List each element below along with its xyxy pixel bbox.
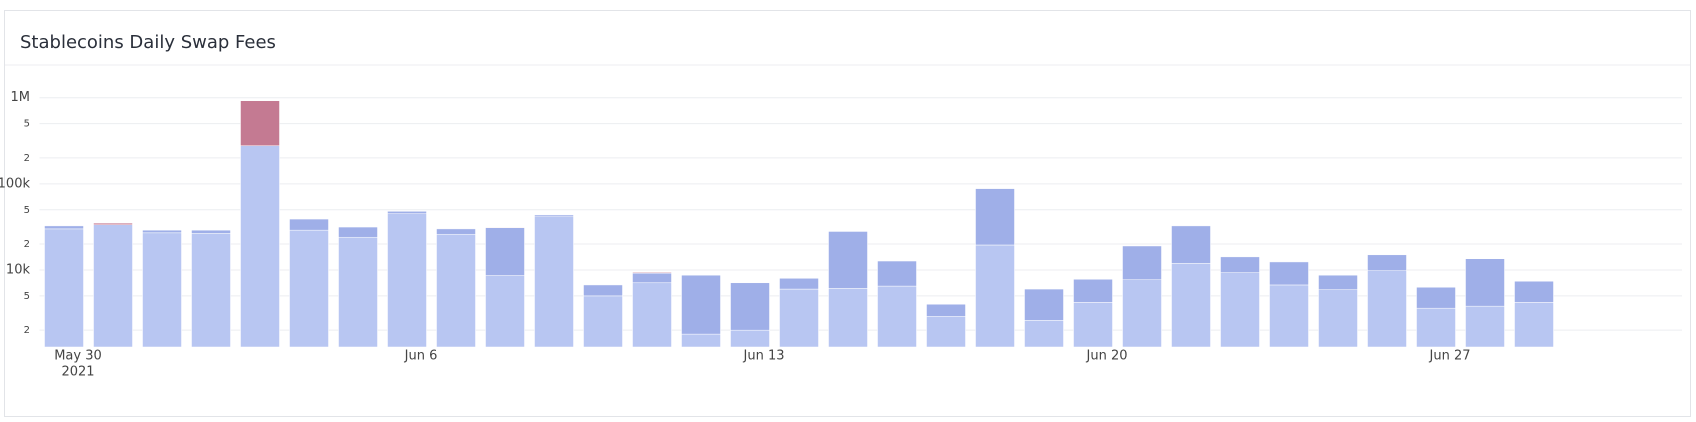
- bar-segment: [779, 278, 819, 290]
- bar-segment: [1465, 305, 1505, 348]
- bar-segment: [387, 213, 427, 348]
- bar-segment: [338, 226, 378, 238]
- y-tick-label: 2: [24, 153, 30, 164]
- bar-segment: [240, 145, 280, 348]
- bar-segment: [142, 232, 182, 348]
- bar-segment: [583, 284, 623, 297]
- bar-segment: [436, 228, 476, 235]
- bar-segment: [632, 272, 672, 274]
- x-tick-label: Jun 6: [404, 349, 438, 364]
- bar-segment: [1220, 272, 1260, 348]
- bar-segment: [191, 233, 231, 348]
- bar-segment: [926, 316, 966, 348]
- bar-segment: [583, 295, 623, 348]
- x-tick-year: 2021: [61, 365, 94, 380]
- bar-segment: [1416, 307, 1456, 348]
- y-tick-label: 5: [24, 119, 30, 130]
- bar-segment: [1367, 270, 1407, 348]
- card: [4, 10, 1691, 417]
- y-tick-label: 10k: [6, 262, 31, 277]
- x-tick-label: Jun 20: [1086, 349, 1128, 364]
- bar-segment: [730, 329, 770, 348]
- y-tick-label: 100k: [0, 176, 30, 191]
- bar-segment: [681, 274, 721, 335]
- bar-segment: [1318, 289, 1358, 348]
- bar-segment: [1269, 284, 1309, 348]
- bar-segment: [1220, 256, 1260, 273]
- bar-segment: [1122, 245, 1162, 280]
- bar-segment: [44, 225, 84, 230]
- bar-segment: [289, 218, 329, 231]
- x-tick-label: Jun 13: [743, 349, 785, 364]
- bar-segment: [1171, 225, 1211, 264]
- y-tick-label: 5: [24, 291, 30, 302]
- bar-segment: [534, 216, 574, 348]
- x-tick-label: May 30: [54, 349, 102, 364]
- bar-segment: [1416, 286, 1456, 309]
- bar-segment: [338, 236, 378, 348]
- chart-title: Stablecoins Daily Swap Fees: [20, 32, 276, 53]
- bar-segment: [632, 272, 672, 284]
- bar-segment: [1269, 261, 1309, 286]
- bar-segment: [142, 229, 182, 234]
- bar-segment: [1171, 263, 1211, 348]
- bar-segment: [1024, 320, 1064, 348]
- bar-segment: [926, 303, 966, 317]
- bar-segment: [534, 214, 574, 217]
- bar-segment: [1514, 302, 1554, 348]
- bar-segment: [975, 188, 1015, 246]
- y-tick-label: 5: [24, 205, 30, 216]
- bar-segment: [191, 229, 231, 234]
- bar-segment: [485, 227, 525, 276]
- bar-segment: [1367, 254, 1407, 271]
- bar-segment: [289, 229, 329, 348]
- bar-segment: [1073, 302, 1113, 348]
- bar-segment: [387, 211, 427, 214]
- y-tick-label: 2: [24, 325, 30, 336]
- bar-segment: [877, 260, 917, 287]
- y-tick-label: 2: [24, 239, 30, 250]
- bar-segment: [1024, 288, 1064, 321]
- bar-segment: [436, 233, 476, 348]
- bar-segment: [828, 231, 868, 289]
- bar-segment: [632, 282, 672, 348]
- bar-segment: [975, 244, 1015, 348]
- bar-segment: [779, 288, 819, 348]
- bar-segment: [93, 224, 133, 348]
- bar-segment: [681, 333, 721, 348]
- bar-segment: [828, 288, 868, 348]
- bar-segment: [485, 275, 525, 348]
- x-tick-label: Jun 27: [1429, 349, 1471, 364]
- y-tick-label: 1M: [11, 90, 31, 105]
- bar-segment: [1465, 258, 1505, 307]
- bar-segment: [44, 228, 84, 348]
- bar-segment: [1073, 279, 1113, 303]
- bar-segment: [877, 285, 917, 348]
- bar-segment: [1122, 279, 1162, 348]
- bar-segment: [1514, 280, 1554, 303]
- bar-segment: [93, 222, 133, 226]
- bar-segment: [240, 100, 280, 146]
- bar-segment: [1318, 274, 1358, 290]
- bar-segment: [730, 282, 770, 331]
